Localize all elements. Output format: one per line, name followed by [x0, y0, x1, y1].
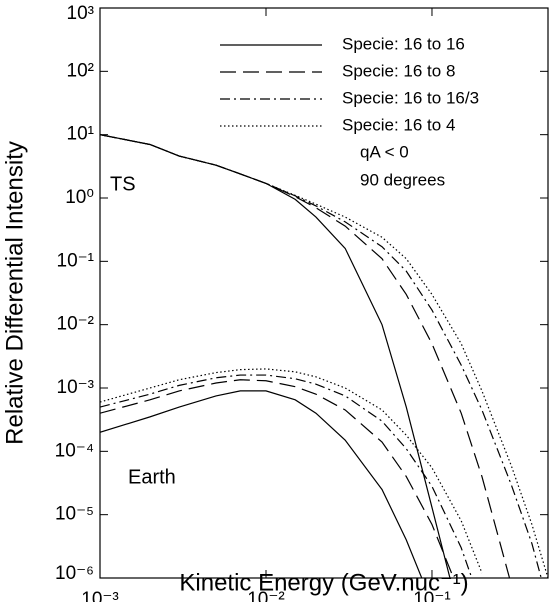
y-axis-label: Relative Differential Intensity — [1, 141, 28, 445]
series-line — [100, 134, 548, 578]
y-tick-label: 10⁻⁶ — [55, 563, 94, 584]
legend-label: Specie: 16 to 8 — [342, 61, 455, 80]
group-label: TS — [110, 173, 136, 195]
y-tick-label: 10⁰ — [65, 187, 94, 208]
legend-label: Specie: 16 to 16/3 — [342, 88, 479, 107]
annotation: 90 degrees — [360, 170, 445, 189]
legend-label: Specie: 16 to 4 — [342, 115, 455, 134]
curves — [100, 134, 548, 578]
y-tick-label: 10⁻⁵ — [55, 504, 94, 525]
y-tick-label: 10⁻⁴ — [55, 440, 94, 461]
series-line — [100, 390, 423, 578]
y-tick-label: 10⁻³ — [57, 377, 95, 398]
plot-frame — [99, 7, 549, 579]
series-line — [100, 374, 473, 578]
y-tick-label: 10¹ — [67, 124, 94, 145]
series-line — [100, 368, 483, 574]
annotation: qA < 0 — [360, 142, 409, 161]
y-tick-label: 10⁻¹ — [57, 250, 95, 271]
series-line — [100, 379, 455, 578]
series-line — [100, 134, 542, 578]
group-label: Earth — [128, 466, 176, 488]
series-line — [100, 134, 511, 578]
y-tick-label: 10³ — [67, 3, 94, 24]
y-tick-label: 10⁻² — [57, 314, 95, 335]
legend-label: Specie: 16 to 16 — [342, 34, 465, 53]
x-tick-label: 10⁻³ — [81, 589, 119, 602]
x-axis-label: Kinetic Energy (GeV.nuc⁻¹) — [179, 569, 468, 596]
x-tick-label: 10⁻¹ — [413, 589, 451, 602]
series-line — [100, 134, 451, 578]
x-tick-label: 10⁻² — [247, 589, 285, 602]
y-tick-label: 10² — [67, 60, 94, 81]
